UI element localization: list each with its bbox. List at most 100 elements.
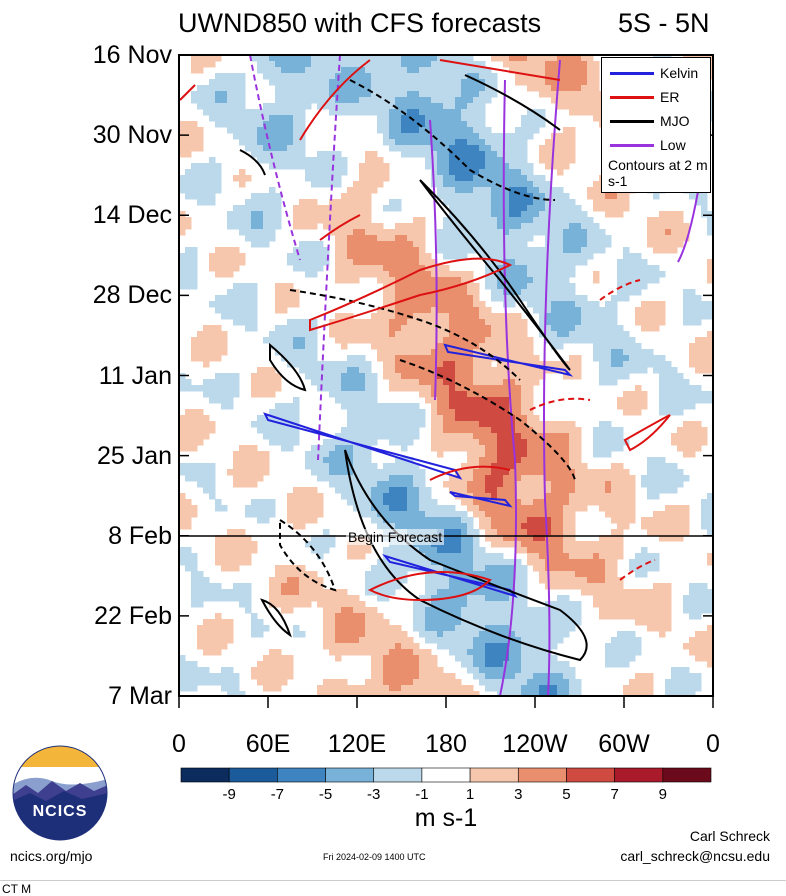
field-cell [695, 421, 702, 428]
field-cell [527, 133, 534, 140]
field-cell [431, 397, 438, 404]
field-cell [587, 223, 594, 230]
field-cell [557, 445, 564, 452]
field-cell [275, 439, 282, 446]
field-cell [215, 355, 222, 362]
field-cell [551, 271, 558, 278]
field-cell [353, 241, 360, 248]
field-cell [653, 475, 660, 482]
field-cell [353, 217, 360, 224]
field-cell [425, 361, 432, 368]
field-cell [587, 61, 594, 68]
field-cell [485, 133, 492, 140]
field-cell [323, 385, 330, 392]
field-cell [443, 97, 450, 104]
field-cell [557, 583, 564, 590]
field-cell [287, 427, 294, 434]
field-cell [305, 517, 312, 524]
field-cell [461, 517, 468, 524]
field-cell [263, 55, 270, 62]
field-cell [419, 349, 426, 356]
field-cell [347, 67, 354, 74]
field-cell [263, 505, 270, 512]
field-cell [497, 253, 504, 260]
field-cell [473, 217, 480, 224]
field-cell [353, 331, 360, 338]
field-cell [497, 535, 504, 542]
field-cell [551, 427, 558, 434]
field-cell [569, 235, 576, 242]
field-cell [545, 421, 552, 428]
field-cell [203, 175, 210, 182]
field-cell [221, 349, 228, 356]
field-cell [275, 289, 282, 296]
field-cell [257, 379, 264, 386]
field-cell [641, 283, 648, 290]
field-cell [347, 325, 354, 332]
field-cell [311, 583, 318, 590]
field-cell [617, 271, 624, 278]
field-cell [263, 217, 270, 224]
field-cell [443, 307, 450, 314]
field-cell [599, 367, 606, 374]
field-cell [359, 223, 366, 230]
field-cell [491, 421, 498, 428]
field-cell [527, 163, 534, 170]
field-cell [359, 61, 366, 68]
field-cell [245, 145, 252, 152]
field-cell [407, 511, 414, 518]
field-cell [455, 403, 462, 410]
field-cell [383, 73, 390, 80]
field-cell [395, 409, 402, 416]
field-cell [419, 307, 426, 314]
field-cell [425, 97, 432, 104]
field-cell [395, 289, 402, 296]
field-cell [431, 265, 438, 272]
field-cell [551, 73, 558, 80]
field-cell [641, 301, 648, 308]
field-cell [605, 541, 612, 548]
field-cell [407, 127, 414, 134]
field-cell [437, 523, 444, 530]
field-cell [371, 319, 378, 326]
field-cell [515, 73, 522, 80]
field-cell [443, 223, 450, 230]
field-cell [569, 535, 576, 542]
field-cell [509, 217, 516, 224]
field-cell [473, 361, 480, 368]
field-cell [581, 259, 588, 266]
field-cell [509, 223, 516, 230]
field-cell [509, 373, 516, 380]
field-cell [581, 67, 588, 74]
field-cell [227, 379, 234, 386]
field-cell [383, 331, 390, 338]
field-cell [413, 265, 420, 272]
field-cell [707, 511, 713, 518]
field-cell [239, 553, 246, 560]
field-cell [485, 373, 492, 380]
field-cell [593, 571, 600, 578]
field-cell [335, 445, 342, 452]
field-cell [545, 211, 552, 218]
field-cell [551, 253, 558, 260]
field-cell [677, 229, 684, 236]
field-cell [611, 205, 618, 212]
field-cell [239, 283, 246, 290]
field-cell [497, 499, 504, 506]
field-cell [287, 331, 294, 338]
field-cell [497, 139, 504, 146]
field-cell [245, 535, 252, 542]
field-cell [461, 103, 468, 110]
field-cell [425, 577, 432, 584]
field-cell [401, 361, 408, 368]
field-cell [245, 199, 252, 206]
field-cell [659, 301, 666, 308]
field-cell [443, 313, 450, 320]
field-cell [197, 85, 204, 92]
field-cell [203, 337, 210, 344]
field-cell [329, 589, 336, 596]
field-cell [257, 241, 264, 248]
field-cell [569, 505, 576, 512]
field-cell [425, 259, 432, 266]
field-cell [221, 385, 228, 392]
